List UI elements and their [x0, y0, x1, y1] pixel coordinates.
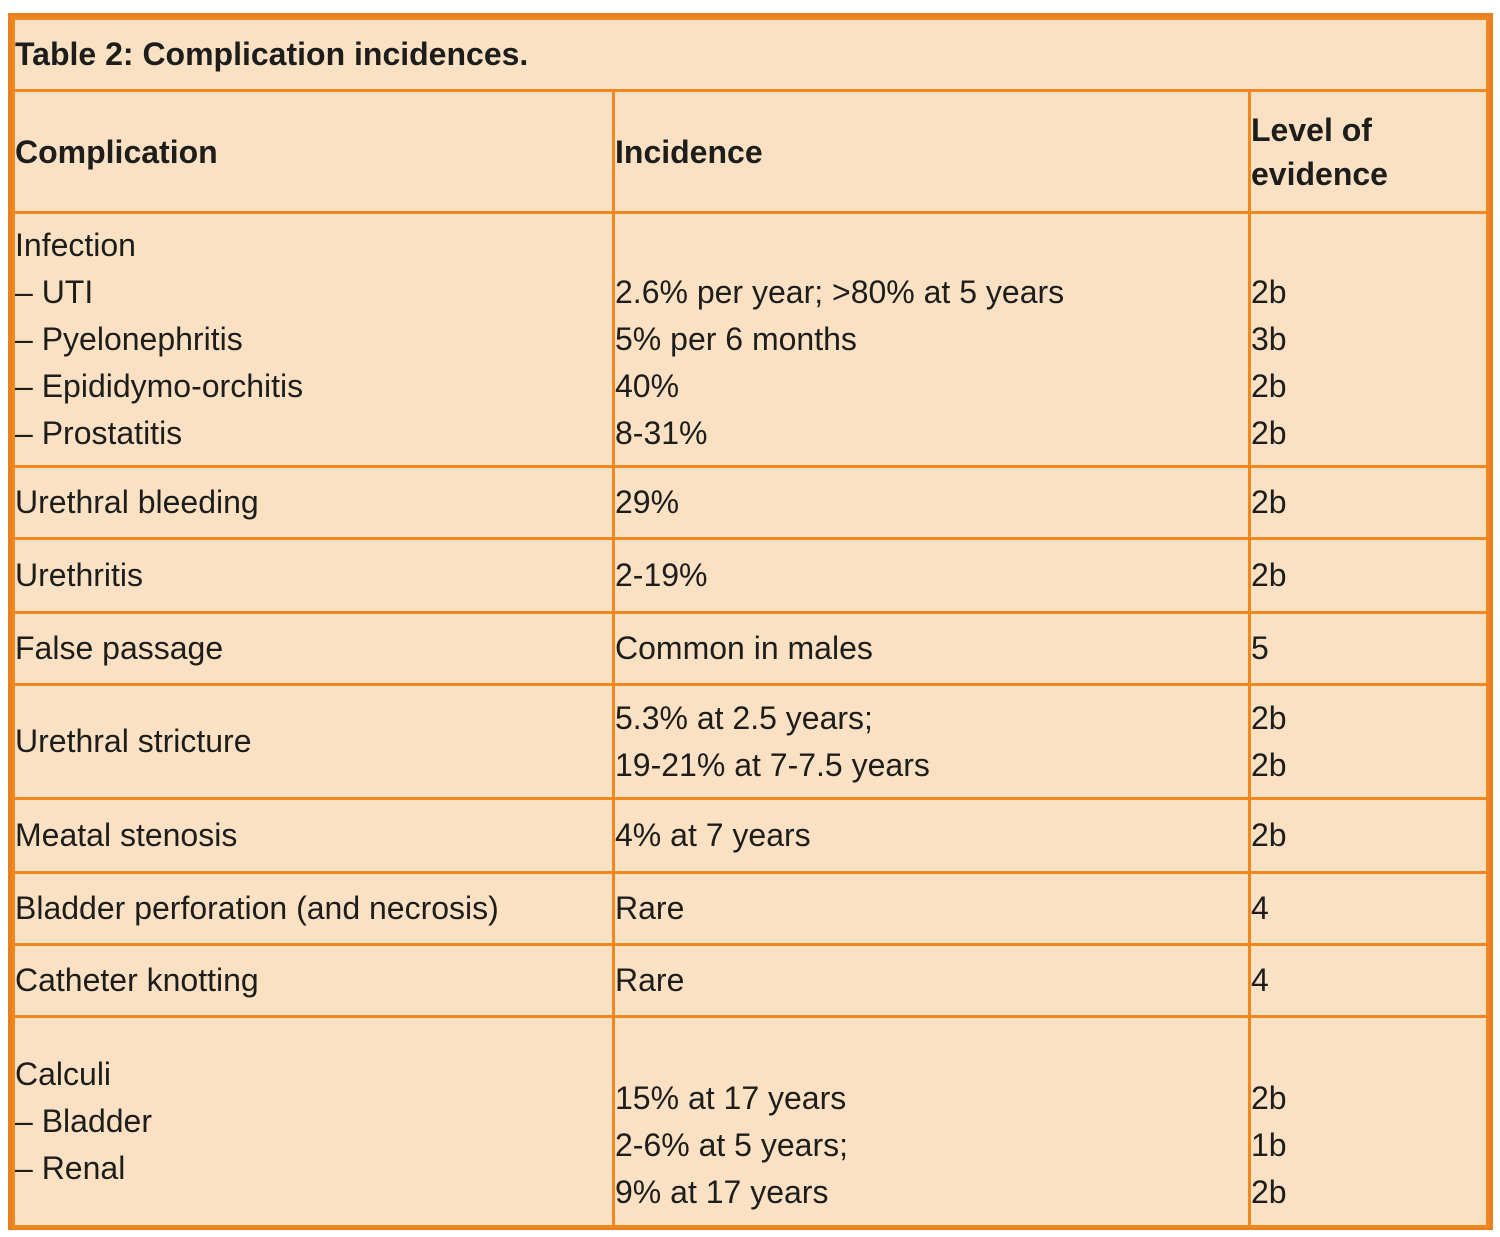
- cell-incidence: 15% at 17 years 2-6% at 5 years; 9% at 1…: [612, 1015, 1251, 1228]
- column-header-level-of-evidence: Level of evidence: [1248, 89, 1489, 214]
- cell-incidence: 2-19%: [612, 537, 1251, 614]
- cell-complication: False passage: [12, 611, 615, 686]
- cell-incidence: 4% at 7 years: [612, 797, 1251, 874]
- cell-incidence: 5.3% at 2.5 years; 19-21% at 7-7.5 years: [612, 683, 1251, 800]
- cell-incidence: Rare: [612, 943, 1251, 1018]
- cell-level-of-evidence: 2b: [1248, 537, 1489, 614]
- title-row: Table 2: Complication incidences.: [12, 17, 1489, 92]
- cell-level-of-evidence: 2b: [1248, 465, 1489, 540]
- header-row: Complication Incidence Level of evidence: [12, 89, 1489, 214]
- cell-complication: Catheter knotting: [12, 943, 615, 1018]
- table-row-catheter-knotting: Catheter knotting Rare 4: [12, 943, 1489, 1018]
- column-header-incidence: Incidence: [612, 89, 1251, 214]
- cell-incidence: 2.6% per year; >80% at 5 years 5% per 6 …: [612, 211, 1251, 468]
- cell-incidence: Rare: [612, 871, 1251, 946]
- cell-complication: Meatal stenosis: [12, 797, 615, 874]
- cell-level-of-evidence: 4: [1248, 871, 1489, 946]
- cell-complication: Urethral stricture: [12, 683, 615, 800]
- cell-complication: Bladder perforation (and necrosis): [12, 871, 615, 946]
- table-row-bladder-perforation: Bladder perforation (and necrosis) Rare …: [12, 871, 1489, 946]
- cell-complication: Calculi – Bladder – Renal: [12, 1015, 615, 1228]
- cell-incidence: 29%: [612, 465, 1251, 540]
- cell-level-of-evidence: 2b 2b: [1248, 683, 1489, 800]
- cell-level-of-evidence: 5: [1248, 611, 1489, 686]
- cell-level-of-evidence: 2b: [1248, 797, 1489, 874]
- table-row-meatal-stenosis: Meatal stenosis 4% at 7 years 2b: [12, 797, 1489, 874]
- table-row-calculi: Calculi – Bladder – Renal 15% at 17 year…: [12, 1015, 1489, 1228]
- table-title: Table 2: Complication incidences.: [12, 17, 1489, 92]
- complications-table: Table 2: Complication incidences. Compli…: [12, 17, 1489, 1228]
- table-row-urethral-bleeding: Urethral bleeding 29% 2b: [12, 465, 1489, 540]
- complications-table-frame: Table 2: Complication incidences. Compli…: [8, 13, 1493, 1230]
- cell-incidence: Common in males: [612, 611, 1251, 686]
- table-row-false-passage: False passage Common in males 5: [12, 611, 1489, 686]
- cell-level-of-evidence: 2b 1b 2b: [1248, 1015, 1489, 1228]
- column-header-complication: Complication: [12, 89, 615, 214]
- cell-level-of-evidence: 2b 3b 2b 2b: [1248, 211, 1489, 468]
- cell-complication: Urethral bleeding: [12, 465, 615, 540]
- cell-complication: Infection – UTI – Pyelonephritis – Epidi…: [12, 211, 615, 468]
- table-row-urethritis: Urethritis 2-19% 2b: [12, 537, 1489, 614]
- table-row-infection: Infection – UTI – Pyelonephritis – Epidi…: [12, 211, 1489, 468]
- table-row-urethral-stricture: Urethral stricture 5.3% at 2.5 years; 19…: [12, 683, 1489, 800]
- cell-complication: Urethritis: [12, 537, 615, 614]
- cell-level-of-evidence: 4: [1248, 943, 1489, 1018]
- table-title-text: Table 2: Complication incidences.: [15, 36, 529, 72]
